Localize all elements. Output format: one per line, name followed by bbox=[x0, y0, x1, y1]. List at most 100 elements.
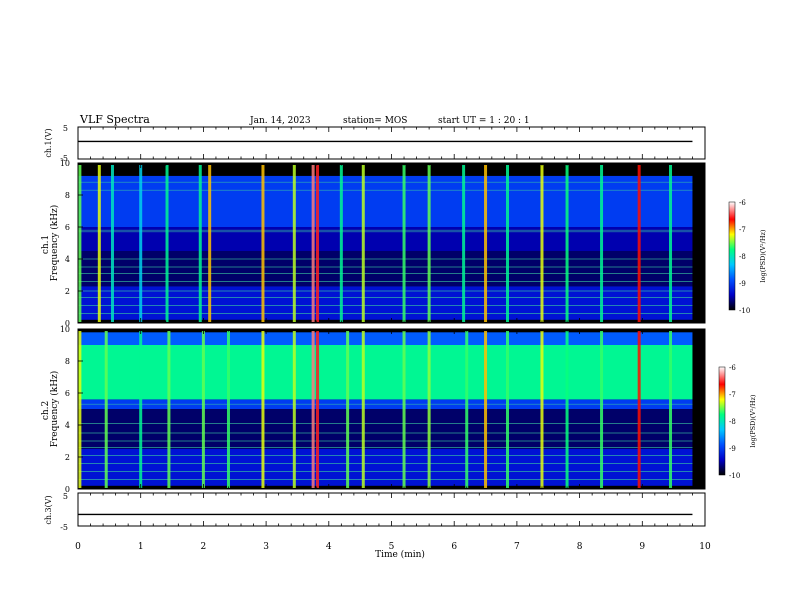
ch1-waveform-ticks bbox=[77, 127, 706, 159]
spectrogram-burst bbox=[565, 331, 569, 488]
ch2-spectrogram-ylabel-axis: Frequency (kHz) bbox=[49, 371, 60, 448]
y-tick-label: 4 bbox=[65, 255, 70, 264]
spectrogram-burst bbox=[462, 165, 466, 322]
spectrogram-burst bbox=[402, 165, 406, 322]
spectrogram-burst bbox=[427, 165, 431, 322]
ch3-waveform-panel: 5 -5 ch.3(V) 0 1 2 3 4 5 6 7 8 9 10 Time (min) bbox=[44, 492, 711, 560]
y-tick-label: 4 bbox=[65, 421, 70, 430]
time-axis-label: Time (min) bbox=[375, 549, 425, 560]
x-tick-label: 3 bbox=[263, 542, 269, 552]
y-tick-label: 2 bbox=[65, 287, 70, 296]
spectrogram-burst bbox=[292, 331, 296, 488]
spectrogram-burst bbox=[311, 331, 315, 488]
spectrogram-burst bbox=[167, 331, 171, 488]
ch3-waveform-ylabel: ch.3(V) bbox=[44, 495, 53, 524]
spectrogram-burst bbox=[346, 331, 350, 488]
spectrogram-burst bbox=[484, 331, 488, 488]
x-tick-label: 7 bbox=[514, 542, 520, 552]
y-tick-label: 8 bbox=[65, 191, 70, 200]
colorbar-tick-label: -7 bbox=[739, 226, 746, 234]
spectrogram-burst bbox=[465, 331, 469, 488]
spectrogram-burst bbox=[505, 165, 509, 322]
ch1-spectrogram-ylabel-channel: ch.1 bbox=[41, 235, 51, 254]
spectrogram-burst bbox=[139, 331, 143, 488]
ch1-colorbar: -6 -7 -8 -9 -10 log(PSD)(V²/Hz) bbox=[728, 199, 767, 315]
spectrogram-burst bbox=[165, 165, 169, 322]
ch1-spectrogram-ylabel-axis: Frequency (kHz) bbox=[49, 205, 60, 282]
colorbar-tick-label: -8 bbox=[739, 253, 746, 261]
spectrogram-band bbox=[78, 345, 693, 400]
ch2-colorbar-ticks: -6 -7 -8 -9 -10 bbox=[729, 364, 740, 480]
ch2-spectrogram bbox=[78, 329, 705, 489]
spectrogram-burst bbox=[261, 165, 265, 322]
spectrogram-burst bbox=[339, 165, 343, 322]
spectrogram-burst bbox=[540, 331, 544, 488]
spectrogram-burst bbox=[78, 331, 82, 488]
x-tick-label: 1 bbox=[138, 542, 144, 552]
ch1-waveform-ytick-bottom: -5 bbox=[60, 154, 68, 163]
spectrogram-band bbox=[78, 227, 693, 251]
x-tick-label: 4 bbox=[326, 542, 332, 552]
spectrogram-burst bbox=[97, 165, 101, 322]
spectrogram-band bbox=[78, 163, 693, 176]
spectrogram-burst bbox=[316, 165, 320, 322]
ch2-colorbar-scale bbox=[718, 366, 726, 476]
spectrogram-burst bbox=[361, 331, 365, 488]
y-tick-label: 0 bbox=[65, 485, 70, 494]
colorbar-tick-label: -9 bbox=[739, 280, 746, 288]
colorbar-tick-label: -10 bbox=[739, 307, 750, 315]
spectrogram-band bbox=[78, 329, 693, 333]
x-tick-label: 9 bbox=[639, 542, 645, 552]
spectrogram-band bbox=[78, 251, 693, 287]
y-tick-label: 8 bbox=[65, 357, 70, 366]
spectrogram-burst bbox=[600, 165, 604, 322]
ch2-spectrogram-ylabel-channel: ch.2 bbox=[41, 401, 51, 420]
spectrogram-band bbox=[78, 175, 693, 227]
spectrogram-burst bbox=[261, 331, 265, 488]
spectrogram-burst bbox=[540, 165, 544, 322]
spectrogram-burst bbox=[669, 331, 673, 488]
ch2-spectrogram-panel: 0 2 4 6 8 10 ch.2 Frequency (kHz) bbox=[41, 325, 706, 494]
ch1-colorbar-ticks: -6 -7 -8 -9 -10 bbox=[739, 199, 750, 315]
colorbar-tick-label: -6 bbox=[739, 199, 746, 207]
x-tick-label: 8 bbox=[577, 542, 583, 552]
ch1-colorbar-label: log(PSD)(V²/Hz) bbox=[759, 229, 767, 282]
ch1-waveform-ylabel: ch.1(V) bbox=[44, 128, 53, 157]
spectrogram-burst bbox=[104, 331, 108, 488]
x-tick-label: 6 bbox=[451, 542, 457, 552]
spectrogram-burst bbox=[361, 165, 365, 322]
ch1-colorbar-scale bbox=[728, 201, 736, 311]
spectrogram-burst bbox=[208, 165, 212, 322]
figure-title: VLF Spectra bbox=[79, 113, 150, 126]
x-tick-label: 10 bbox=[699, 542, 711, 552]
spectrogram-burst bbox=[139, 165, 143, 322]
ch1-waveform-ytick-top: 5 bbox=[63, 124, 68, 133]
ch1-spectrogram-panel: 0 2 4 6 8 10 ch.1 Frequency (kHz) bbox=[41, 159, 706, 328]
spectrogram-burst bbox=[427, 331, 431, 488]
colorbar-tick-label: -8 bbox=[729, 418, 736, 426]
y-tick-label: 0 bbox=[65, 319, 70, 328]
spectrogram-burst bbox=[637, 331, 641, 488]
spectrogram-burst bbox=[311, 165, 315, 322]
spectrogram-burst bbox=[637, 165, 641, 322]
x-tick-label: 2 bbox=[201, 542, 207, 552]
ch1-spectrogram-ytick-labels: 0 2 4 6 8 10 bbox=[60, 159, 70, 328]
colorbar-tick-label: -6 bbox=[729, 364, 736, 372]
ch1-spectrogram-ylabel: ch.1 Frequency (kHz) bbox=[41, 205, 60, 282]
spectrogram-burst bbox=[565, 165, 569, 322]
ch2-colorbar: -6 -7 -8 -9 -10 log(PSD)(V²/Hz) bbox=[718, 364, 757, 480]
start-time-label: start UT = 1 : 20 : 1 bbox=[438, 116, 530, 126]
spectrogram-burst bbox=[600, 331, 604, 488]
ch2-colorbar-label: log(PSD)(V²/Hz) bbox=[749, 394, 757, 447]
ch3-waveform-ytick-top: 5 bbox=[63, 492, 68, 501]
x-tick-label: 0 bbox=[75, 542, 81, 552]
spectrogram-burst bbox=[292, 165, 296, 322]
ch1-spectrogram-ticks bbox=[77, 162, 706, 324]
spectrogram-burst bbox=[484, 165, 488, 322]
ch1-spectrogram bbox=[78, 163, 705, 323]
spectrogram-burst bbox=[198, 165, 202, 322]
spectrogram-burst bbox=[110, 165, 114, 322]
spectrogram-band bbox=[78, 286, 693, 320]
colorbar-tick-label: -9 bbox=[729, 445, 736, 453]
y-tick-label: 6 bbox=[65, 223, 70, 232]
